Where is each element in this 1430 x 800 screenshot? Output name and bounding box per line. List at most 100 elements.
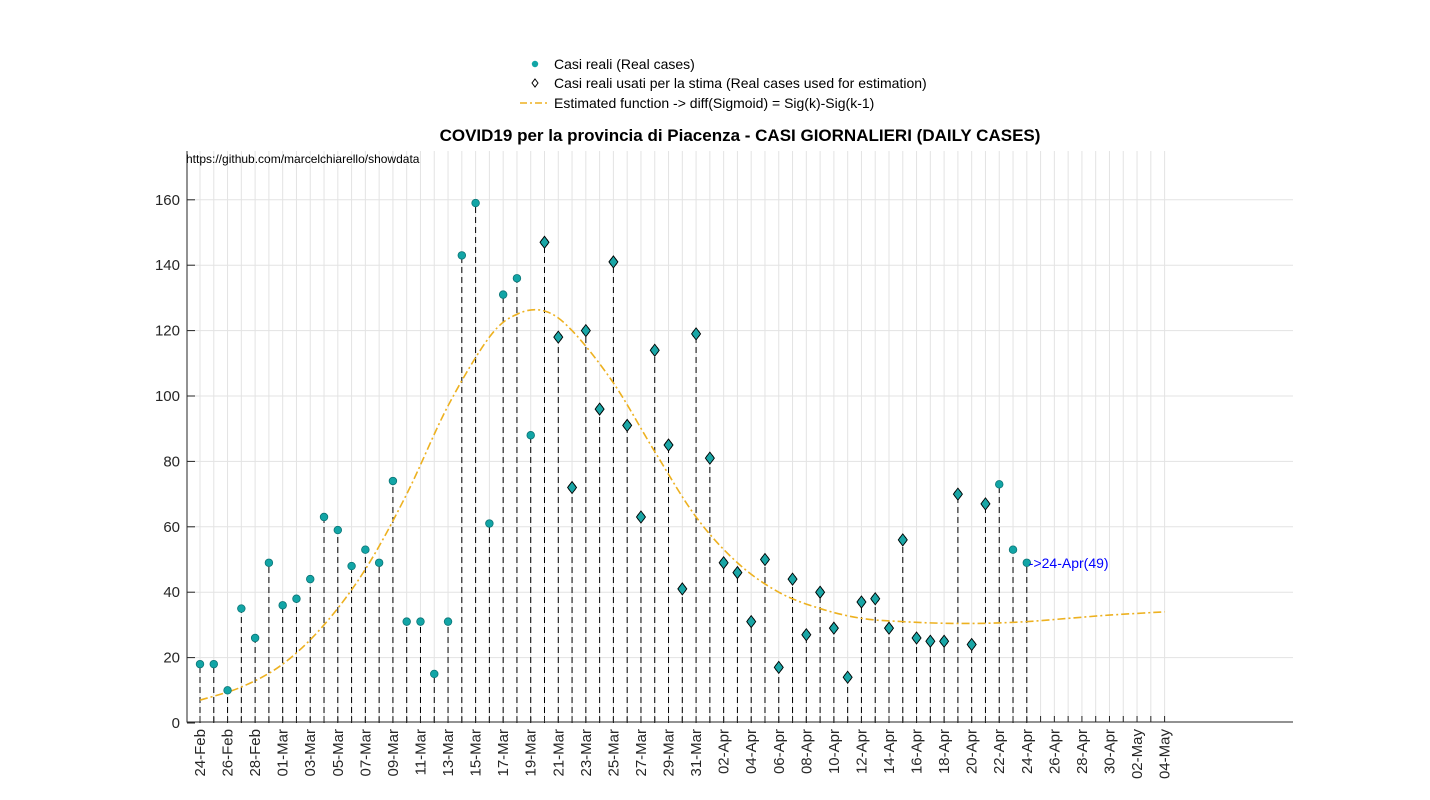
estimation-case-diamond bbox=[828, 621, 839, 635]
estimated-function-curve bbox=[199, 308, 1165, 701]
x-tick-label: 04-May bbox=[1157, 729, 1174, 780]
x-tick-label: 23-Mar bbox=[578, 729, 595, 777]
real-case-point bbox=[388, 476, 398, 486]
x-tick-label: 14-Apr bbox=[881, 729, 898, 774]
legend-dot-icon bbox=[531, 60, 539, 68]
x-tick-label: 02-Apr bbox=[716, 729, 733, 774]
estimation-case-diamond bbox=[911, 631, 922, 645]
real-case-point bbox=[292, 594, 301, 603]
y-tick-label: 0 bbox=[172, 715, 180, 732]
estimation-case-diamond bbox=[952, 487, 963, 501]
x-tick-label: 28-Apr bbox=[1074, 729, 1091, 774]
x-tick-label: 31-Mar bbox=[688, 729, 705, 777]
x-tick-label: 09-Mar bbox=[385, 729, 402, 777]
y-tick-label: 20 bbox=[163, 650, 180, 667]
estimation-case-diamond bbox=[566, 480, 578, 495]
markers bbox=[195, 198, 1032, 695]
y-tick-label: 140 bbox=[155, 257, 180, 274]
real-case-point bbox=[264, 558, 274, 567]
real-case-point bbox=[995, 480, 1004, 489]
x-tick-label: 07-Mar bbox=[357, 729, 374, 777]
tick-labels: 0 20 40 60 80 100 120 140 160 24-Feb 26-Feb 28-Feb 0… bbox=[155, 192, 1174, 779]
x-tick-label: 05-Mar bbox=[330, 729, 347, 777]
estimation-case-diamond bbox=[718, 556, 729, 570]
legend-label-real-cases: Casi reali (Real cases) bbox=[554, 56, 695, 72]
real-case-point bbox=[498, 290, 508, 299]
x-tick-label: 19-Mar bbox=[523, 729, 540, 777]
chart-title: COVID19 per la provincia di Piacenza - C… bbox=[440, 126, 1041, 145]
real-case-point bbox=[347, 561, 356, 571]
y-tick-label: 160 bbox=[155, 192, 180, 209]
real-case-point bbox=[237, 604, 246, 613]
estimation-case-diamond bbox=[925, 634, 936, 648]
x-tick-label: 13-Mar bbox=[440, 729, 457, 777]
real-case-point bbox=[223, 686, 232, 695]
x-tick-label: 21-Mar bbox=[550, 729, 567, 777]
estimation-case-diamond bbox=[553, 330, 564, 344]
estimation-case-diamond bbox=[608, 255, 619, 269]
last-point-annotation: ->24-Apr(49) bbox=[1029, 555, 1109, 571]
y-tick-label: 40 bbox=[163, 584, 180, 601]
estimation-case-diamond bbox=[980, 497, 991, 511]
estimation-case-diamond bbox=[870, 591, 881, 606]
x-tick-label: 10-Apr bbox=[826, 729, 843, 774]
estimation-case-diamond bbox=[663, 438, 674, 452]
estimation-case-diamond bbox=[842, 670, 853, 684]
real-case-point bbox=[457, 251, 467, 260]
estimation-case-diamond bbox=[704, 451, 715, 465]
estimation-case-diamond bbox=[732, 565, 743, 580]
estimation-case-diamond bbox=[580, 323, 591, 338]
real-case-point bbox=[278, 601, 287, 610]
y-tick-label: 120 bbox=[155, 323, 180, 340]
estimation-case-diamond bbox=[649, 343, 660, 357]
estimation-case-diamond bbox=[787, 572, 798, 586]
x-tick-label: 24-Apr bbox=[1019, 729, 1036, 774]
real-case-point bbox=[526, 431, 535, 440]
grid bbox=[187, 151, 1293, 722]
axes bbox=[186, 151, 1293, 724]
real-case-point bbox=[209, 659, 218, 669]
x-tick-label: 15-Mar bbox=[468, 729, 485, 777]
x-tick-label: 22-Apr bbox=[991, 729, 1008, 774]
estimation-case-diamond bbox=[759, 552, 771, 567]
real-case-point bbox=[195, 659, 205, 669]
legend-label-used-cases: Casi reali usati per la stima (Real case… bbox=[554, 75, 927, 91]
estimated-curve-layer bbox=[199, 308, 1165, 701]
estimation-case-diamond bbox=[939, 634, 950, 648]
x-tick-label: 30-Apr bbox=[1101, 729, 1118, 774]
y-tick-label: 60 bbox=[163, 519, 180, 536]
real-case-point bbox=[1022, 558, 1032, 567]
x-tick-label: 06-Apr bbox=[771, 729, 788, 774]
x-tick-label: 04-Apr bbox=[743, 729, 760, 774]
x-tick-label: 28-Feb bbox=[247, 729, 264, 777]
estimation-case-diamond bbox=[815, 585, 826, 599]
x-tick-label: 26-Apr bbox=[1046, 729, 1063, 774]
legend-diamond-icon bbox=[531, 78, 539, 88]
legend: Casi reali (Real cases) Casi reali usati… bbox=[520, 56, 927, 111]
estimation-case-diamond bbox=[677, 582, 688, 596]
estimation-case-diamond bbox=[691, 327, 702, 341]
x-tick-label: 29-Mar bbox=[661, 729, 678, 777]
estimation-case-diamond bbox=[622, 418, 633, 433]
x-tick-label: 01-Mar bbox=[275, 729, 292, 777]
estimation-case-diamond bbox=[856, 595, 867, 609]
real-case-point bbox=[333, 525, 342, 535]
real-case-point bbox=[512, 274, 522, 283]
estimation-case-diamond bbox=[773, 660, 784, 675]
real-case-point bbox=[443, 617, 453, 626]
real-case-point bbox=[319, 512, 329, 522]
real-case-point bbox=[430, 669, 439, 679]
x-tick-label: 17-Mar bbox=[495, 729, 512, 777]
estimation-case-diamond bbox=[801, 627, 812, 642]
x-tick-label: 16-Apr bbox=[909, 729, 926, 774]
x-tick-label: 02-May bbox=[1129, 729, 1146, 780]
estimation-case-diamond bbox=[883, 621, 895, 635]
x-tick-label: 27-Mar bbox=[633, 729, 650, 777]
x-tick-label: 12-Apr bbox=[853, 729, 870, 774]
real-case-point bbox=[471, 198, 480, 208]
x-tick-label: 25-Mar bbox=[605, 729, 622, 777]
real-case-point bbox=[361, 545, 370, 554]
x-tick-label: 11-Mar bbox=[412, 729, 429, 775]
estimation-case-diamond bbox=[635, 510, 647, 524]
legend-label-estimated-function: Estimated function -> diff(Sigmoid) = Si… bbox=[554, 95, 874, 111]
